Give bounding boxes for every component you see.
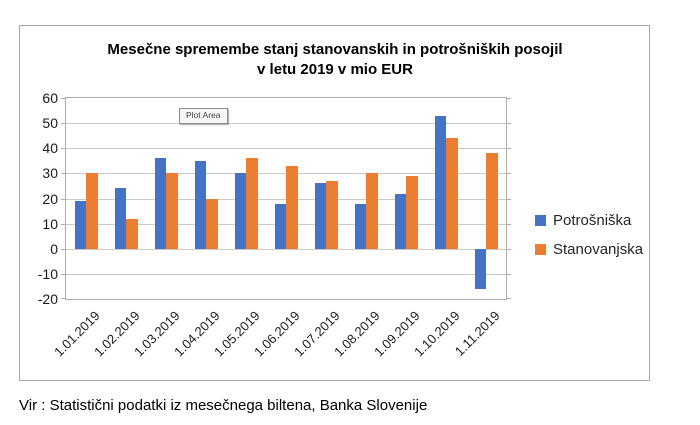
chart-title-line1: Mesečne spremembe stanj stanovanskih in … — [107, 41, 563, 58]
bar-Potrošniška-1.04.2019 — [194, 160, 206, 249]
bar-Stanovanjska-1.07.2019 — [326, 180, 338, 249]
y-axis-label-40: 40 — [42, 140, 58, 157]
tick-right--10 — [507, 273, 511, 275]
bar-Stanovanjska-1.02.2019 — [126, 218, 138, 249]
bar-Stanovanjska-1.03.2019 — [166, 173, 178, 249]
y-axis-label--20: -20 — [37, 291, 58, 307]
gridline-0 — [66, 248, 506, 250]
chart-box: Mesečne spremembe stanj stanovanskih in … — [19, 25, 650, 381]
y-axis-label-30: 30 — [42, 165, 58, 182]
legend-swatch-Stanovanjska — [535, 243, 546, 255]
bar-Potrošniška-1.10.2019 — [434, 115, 446, 249]
legend-label-Potrošniška: Potrošniška — [553, 211, 632, 229]
plot-area-tooltip-label: Plot Area — [186, 110, 221, 120]
source-note: Vir : Statistični podatki iz mesečnega b… — [19, 397, 428, 414]
bar-Potrošniška-1.03.2019 — [154, 158, 166, 249]
bar-Stanovanjska-1.01.2019 — [86, 173, 98, 249]
plot-area-tooltip: Plot Area — [179, 108, 228, 124]
tick-right-30 — [507, 173, 511, 175]
legend-item-Stanovanjska: Stanovanjska — [535, 238, 643, 260]
y-axis-label-50: 50 — [42, 115, 58, 132]
tick-left--20 — [61, 298, 65, 299]
tick-left-20 — [61, 198, 65, 200]
tick-left-10 — [61, 223, 65, 225]
tick-right-0 — [507, 248, 511, 250]
tick-right-60 — [507, 98, 511, 99]
gridline-40 — [66, 148, 506, 150]
bar-Potrošniška-1.11.2019 — [474, 248, 486, 289]
bar-Potrošniška-1.07.2019 — [314, 183, 326, 249]
tick-left-50 — [61, 123, 65, 125]
chart-title-line2: v letu 2019 v mio EUR — [257, 61, 413, 78]
bar-Stanovanjska-1.10.2019 — [446, 138, 458, 249]
y-axis-label-20: 20 — [42, 190, 58, 207]
bar-Potrošniška-1.05.2019 — [234, 173, 246, 249]
gridline--10 — [66, 273, 506, 275]
legend: Potrošniška Stanovanjska — [535, 209, 643, 267]
y-axis-label--10: -10 — [37, 265, 58, 282]
y-axis-label-10: 10 — [42, 215, 58, 232]
gridline-50 — [66, 123, 506, 125]
tick-right--20 — [507, 298, 511, 299]
tick-left-40 — [61, 148, 65, 150]
bar-Potrošniška-1.06.2019 — [274, 203, 286, 249]
bar-Potrošniška-1.02.2019 — [114, 188, 126, 249]
tick-left--10 — [61, 273, 65, 275]
bar-Potrošniška-1.09.2019 — [394, 193, 406, 249]
legend-label-Stanovanjska: Stanovanjska — [553, 240, 644, 258]
tick-right-40 — [507, 148, 511, 150]
bar-Stanovanjska-1.05.2019 — [246, 158, 258, 249]
bar-Potrošniška-1.08.2019 — [354, 203, 366, 249]
bar-Stanovanjska-1.04.2019 — [206, 198, 218, 249]
tick-right-50 — [507, 123, 511, 125]
legend-item-Potrošniška: Potrošniška — [535, 209, 643, 231]
bar-Potrošniška-1.01.2019 — [74, 201, 86, 249]
chart-title: Mesečne spremembe stanj stanovanskih in … — [40, 40, 630, 80]
y-axis-label-0: 0 — [50, 240, 58, 257]
tick-right-20 — [507, 198, 511, 200]
bar-Stanovanjska-1.08.2019 — [366, 173, 378, 249]
tick-left-30 — [61, 173, 65, 175]
tick-right-10 — [507, 223, 511, 225]
plot-area — [61, 97, 511, 300]
tick-left-0 — [61, 248, 65, 250]
bar-Stanovanjska-1.09.2019 — [406, 175, 418, 249]
y-axis-label-60: 60 — [42, 90, 58, 106]
bar-Stanovanjska-1.11.2019 — [486, 153, 498, 249]
legend-swatch-Potrošniška — [535, 214, 546, 226]
tick-left-60 — [61, 98, 65, 99]
bar-Stanovanjska-1.06.2019 — [286, 165, 298, 249]
